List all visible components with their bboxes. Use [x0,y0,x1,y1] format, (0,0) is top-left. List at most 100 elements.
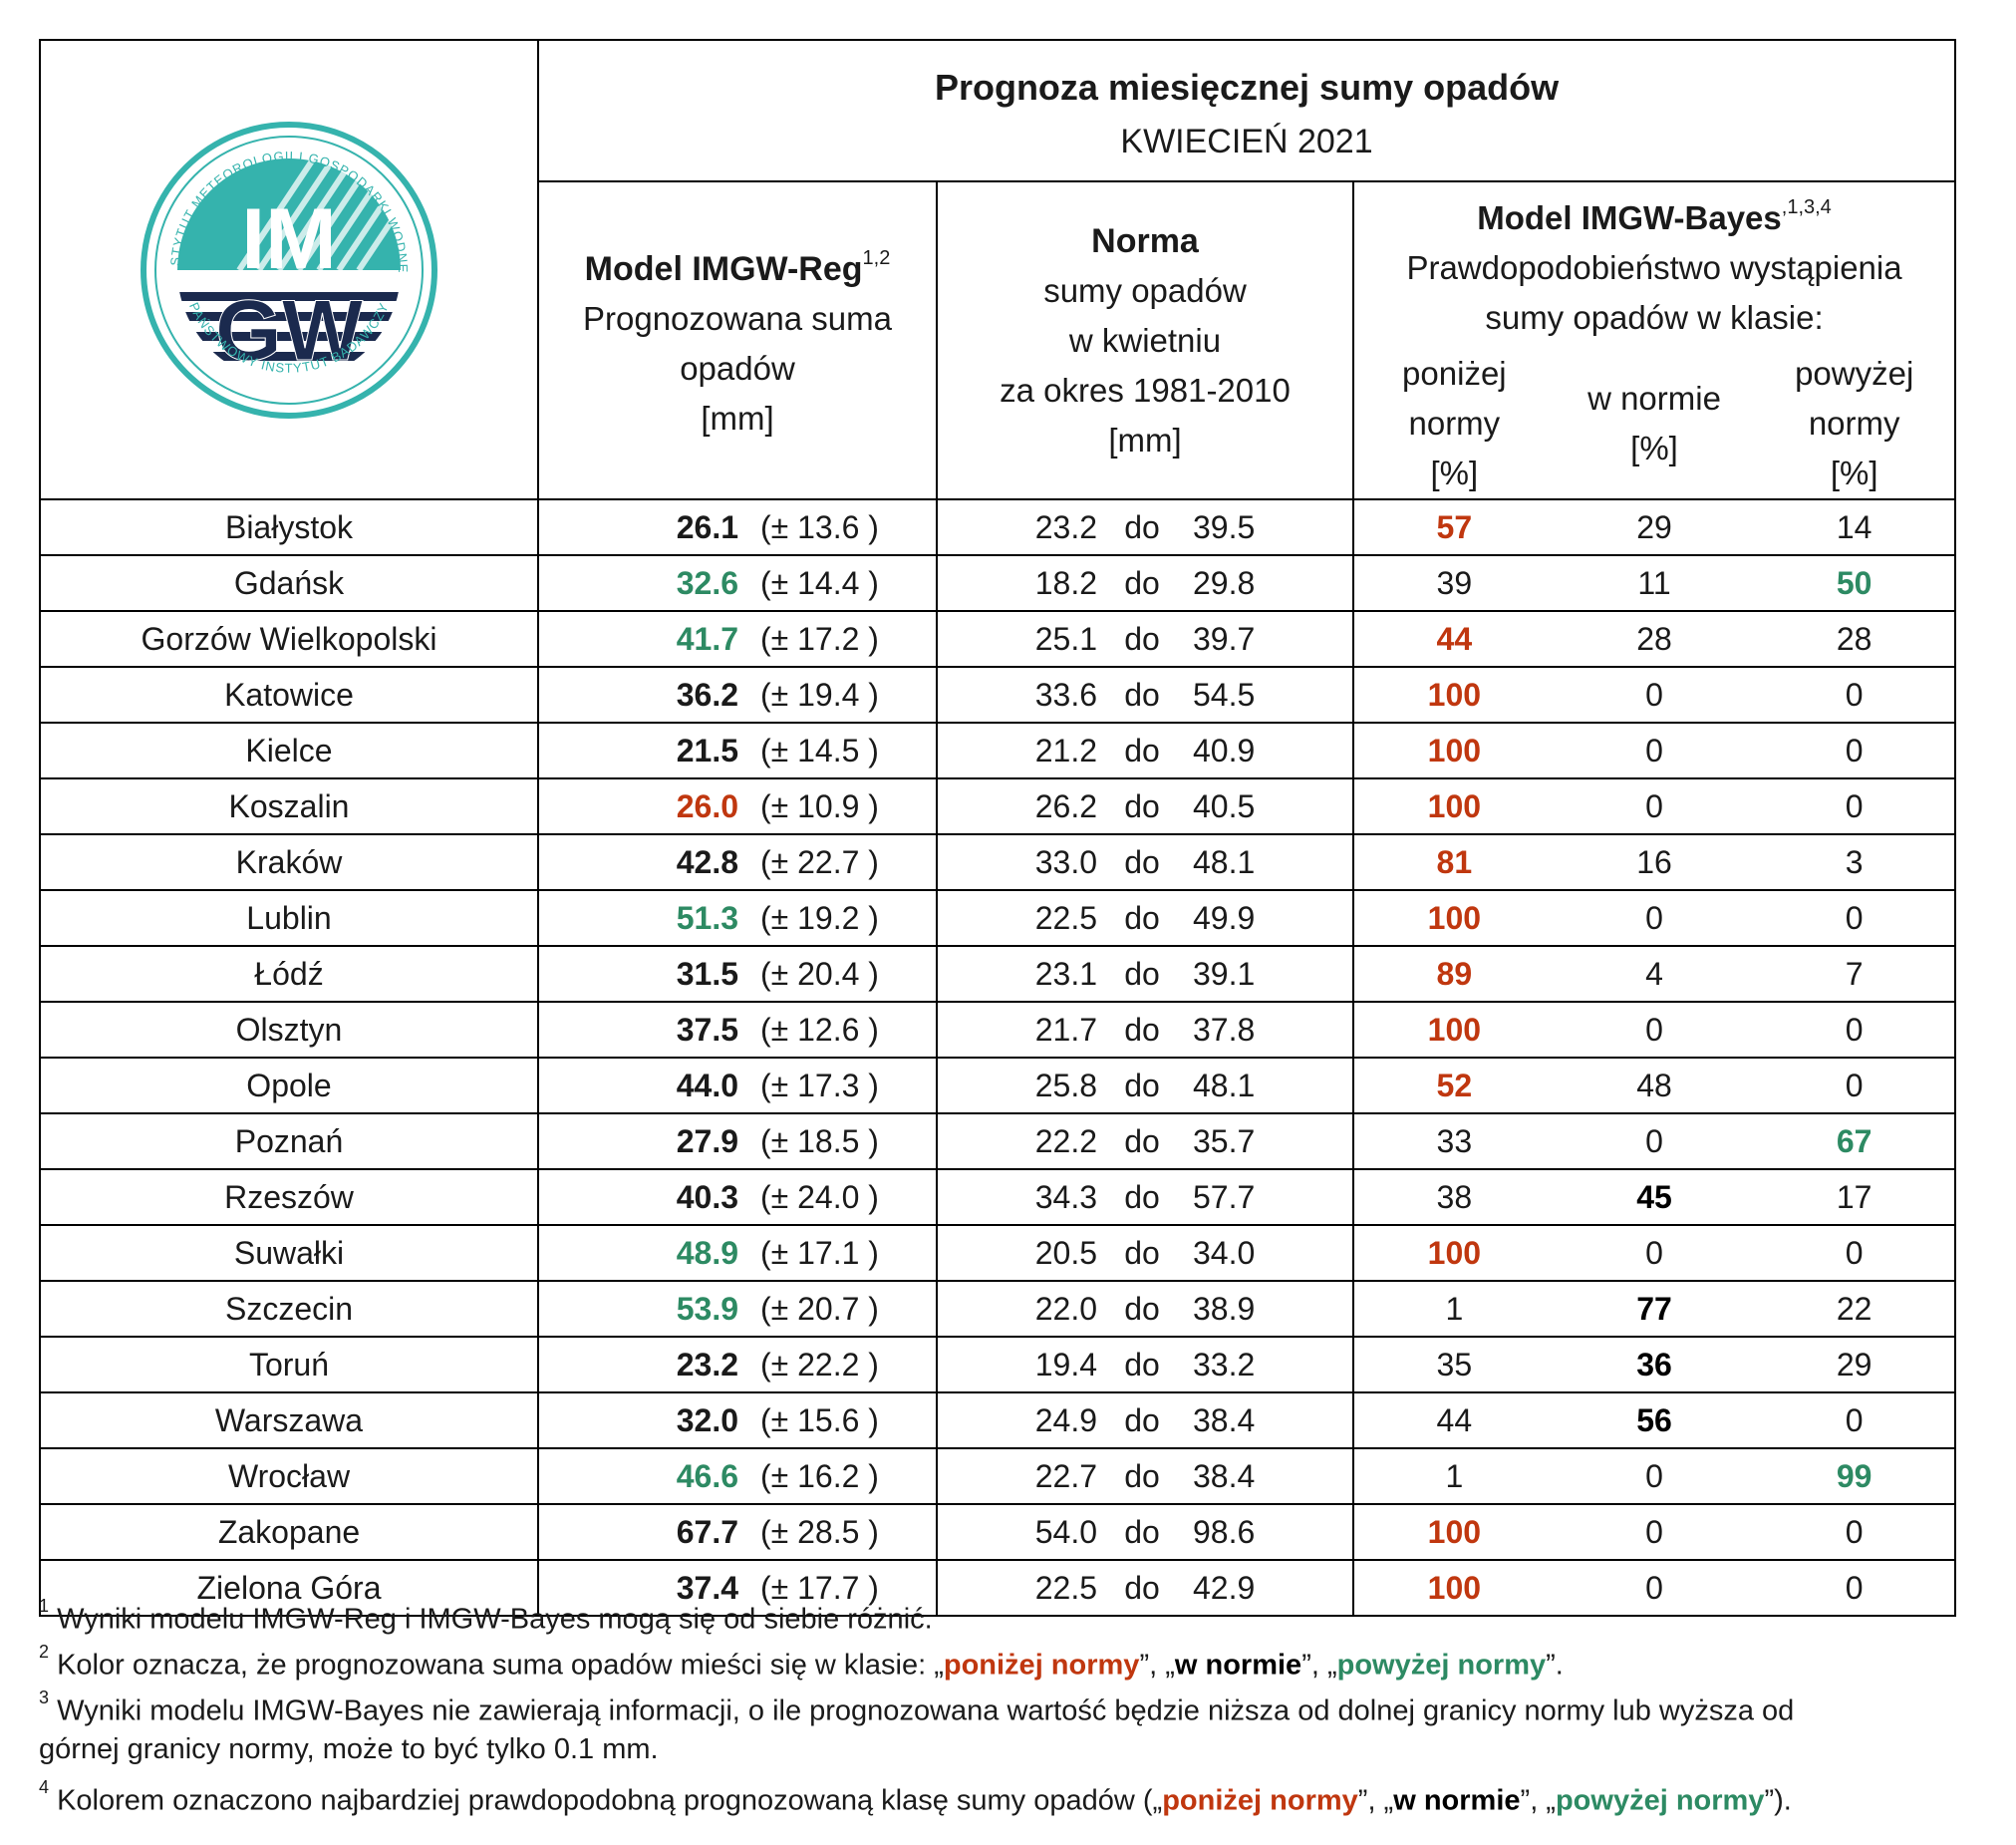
norm-high: 38.4 [1193,1457,1256,1494]
bayes-cell: 100 0 0 [1351,889,1957,947]
bayes-cell: 100 0 0 [1351,1224,1957,1282]
city-cell: Katowice [39,666,539,724]
prob-below: 100 [1427,1513,1482,1550]
prob-normal: 0 [1645,1234,1663,1271]
table-row: Warszawa 32.0 (± 15.6 ) 24.9 do 38.4 44 56 0 [39,1391,1957,1449]
norm-high: 54.5 [1193,676,1256,713]
reg-value: 31.5 [676,955,738,992]
table-row: Zielona Góra 37.4 (± 17.7 ) 22.5 do 42.9 100 0 0 [39,1559,1957,1617]
norm-do: do [1124,899,1160,936]
norm-do: do [1124,1122,1160,1159]
prob-above: 0 [1845,1067,1864,1103]
footnote-4: 4 Kolorem oznaczono najbardziej prawdopo… [39,1774,1992,1820]
bayes-sup: ,1,3,4 [1781,196,1832,218]
norm-low: 22.0 [1034,1290,1097,1327]
norm-do: do [1124,1290,1160,1327]
reg-uncertainty: (± 12.6 ) [760,1011,879,1048]
city-cell: Białystok [39,498,539,556]
norm-cell: 21.7 do 37.8 [936,1001,1354,1059]
footnote-4-post: ”). [1764,1784,1792,1817]
norm-high: 37.8 [1193,1011,1256,1048]
city-cell: Gdańsk [39,554,539,612]
bayes-cell: 52 48 0 [1351,1057,1957,1114]
footnote-2-post: ”. [1546,1649,1564,1682]
footnote-3-sup: 3 [39,1688,50,1707]
prob-below: 100 [1427,1011,1482,1048]
bayes-cell: 81 16 3 [1351,833,1957,891]
reg-value: 53.9 [676,1290,738,1327]
reg-uncertainty: (± 14.5 ) [760,732,879,769]
prob-below: 100 [1427,732,1482,769]
prob-above: 0 [1845,1401,1864,1438]
footnote-3: 3 Wyniki modelu IMGW-Bayes nie zawierają… [39,1685,1992,1768]
norm-high: 39.1 [1193,955,1256,992]
page-title: Prognoza miesięcznej sumy opadów [934,66,1560,108]
reg-uncertainty: (± 10.9 ) [760,787,879,824]
city-cell: Suwałki [39,1224,539,1282]
city-cell: Lublin [39,889,539,947]
norm-high: 29.8 [1193,564,1256,601]
norm-cell: 33.0 do 48.1 [936,833,1354,891]
norm-low: 22.2 [1034,1122,1097,1159]
reg-cell: 46.6 (± 16.2 ) [537,1447,938,1505]
prob-above: 0 [1845,787,1864,824]
reg-value: 36.2 [676,676,738,713]
prob-below: 100 [1427,1234,1482,1271]
prob-normal: 11 [1637,564,1671,601]
norm-cell: 19.4 do 33.2 [936,1336,1354,1393]
prob-above: 0 [1845,1011,1864,1048]
bayes-col-below: poniżej normy [%] [1354,349,1555,498]
table-row: Katowice 36.2 (± 19.4 ) 33.6 do 54.5 100 0 0 [39,666,1957,724]
reg-cell: 26.1 (± 13.6 ) [537,498,938,556]
norm-do: do [1124,843,1160,880]
norm-cell: 23.1 do 39.1 [936,945,1354,1003]
reg-value: 46.6 [676,1457,738,1494]
footnote-1: 1 Wyniki modelu IMGW-Reg i IMGW-Bayes mo… [39,1593,1992,1639]
norm-low: 25.1 [1034,620,1097,657]
footnote-1-text: Wyniki modelu IMGW-Reg i IMGW-Bayes mogą… [57,1603,933,1636]
norm-high: 49.9 [1193,899,1256,936]
reg-value: 32.6 [676,564,738,601]
norm-do: do [1124,676,1160,713]
norm-high: 42.9 [1193,1569,1256,1606]
prob-above: 0 [1845,732,1864,769]
prob-normal: 0 [1645,899,1663,936]
reg-cell: 48.9 (± 17.1 ) [537,1224,938,1282]
prob-above: 17 [1836,1178,1872,1215]
prob-below: 39 [1436,564,1473,601]
prob-above: 67 [1836,1122,1872,1159]
bayes-cell: 100 0 0 [1351,722,1957,779]
bayes-cell: 57 29 14 [1351,498,1957,556]
footnote-2-sup: 2 [39,1642,50,1662]
reg-line2: opadów [680,350,795,387]
prob-below: 44 [1436,620,1473,657]
norm-do: do [1124,620,1160,657]
city-cell: Zielona Góra [39,1559,539,1617]
reg-uncertainty: (± 28.5 ) [760,1513,879,1550]
norm-low: 18.2 [1034,564,1097,601]
norm-cell: 22.2 do 35.7 [936,1112,1354,1170]
norm-low: 23.2 [1034,508,1097,545]
footnote-2-pre: Kolor oznacza, że prognozowana suma opad… [57,1649,944,1682]
reg-unit: [mm] [701,400,774,437]
prob-normal: 0 [1645,1122,1663,1159]
bayes-normal-l2: [%] [1630,430,1678,466]
reg-value: 51.3 [676,899,738,936]
logo-letters-top: IM [241,191,337,287]
page-subtitle: KWIECIEŃ 2021 [1120,122,1373,160]
bayes-cell: 1 77 22 [1351,1280,1957,1338]
prob-below: 100 [1427,1569,1482,1606]
reg-uncertainty: (± 17.1 ) [760,1234,879,1271]
bayes-header: Model IMGW-Bayes,1,3,4 Prawdopodobieństw… [1351,180,1957,500]
reg-cell: 21.5 (± 14.5 ) [537,722,938,779]
norm-do: do [1124,1346,1160,1383]
norm-do: do [1124,1011,1160,1048]
reg-value: 40.3 [676,1178,738,1215]
reg-value: 48.9 [676,1234,738,1271]
footnote-2-normal: w normie [1174,1649,1302,1682]
norm-low: 20.5 [1034,1234,1097,1271]
table-row: Lublin 51.3 (± 19.2 ) 22.5 do 49.9 100 0 0 [39,889,1957,947]
reg-sup: 1,2 [862,247,891,269]
reg-cell: 37.4 (± 17.7 ) [537,1559,938,1617]
norm-cell: 24.9 do 38.4 [936,1391,1354,1449]
